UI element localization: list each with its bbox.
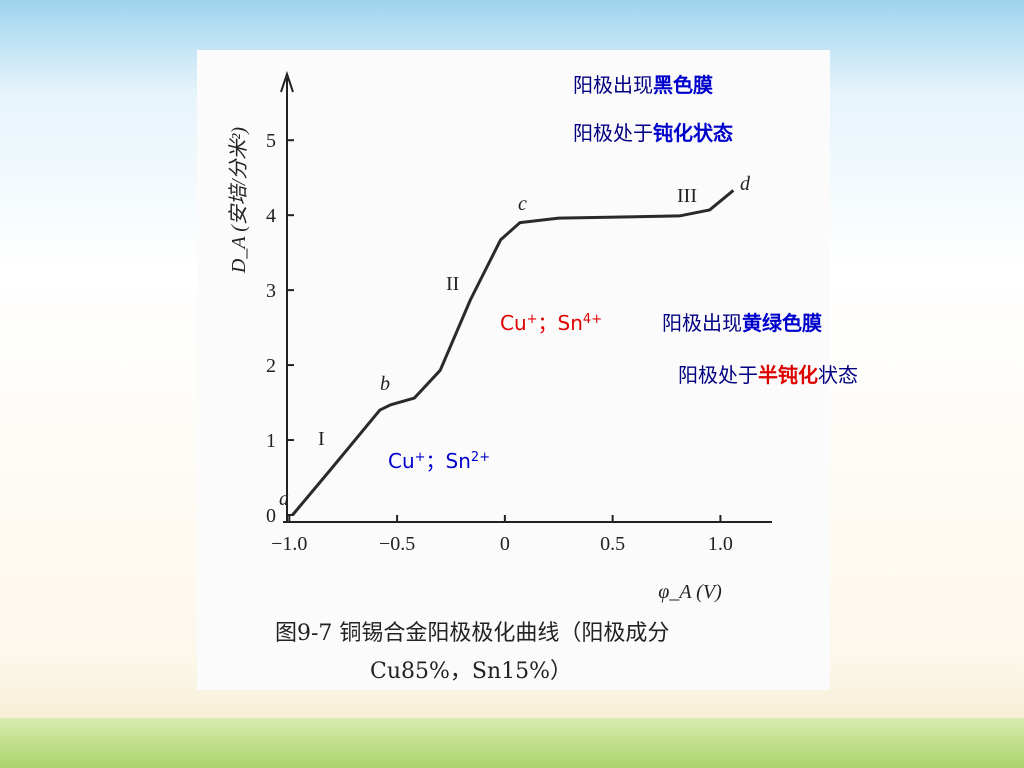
curve-label: c	[518, 193, 527, 215]
annotation: 阳极出现黑色膜	[573, 73, 713, 97]
y-arrow	[280, 70, 294, 93]
annotation-part: 2+	[471, 450, 490, 465]
annotation-part: Cu	[500, 311, 527, 335]
y-tick-label: 1	[266, 430, 276, 452]
y-tick-label: 0	[266, 505, 276, 527]
annotation-part: +	[527, 312, 538, 327]
annotation-part: +	[415, 450, 426, 465]
y-axis-label: D_A (安培/分米²)	[228, 127, 250, 275]
x-tick-label: −0.5	[379, 533, 415, 555]
region-label: II	[446, 273, 459, 295]
curve-label: d	[740, 173, 751, 195]
annotation-part: 钝化状态	[653, 121, 733, 145]
annotation-part: ；Sn	[538, 311, 583, 335]
annotation-part: 阳极处于	[573, 121, 653, 145]
x-axis-label: φ_A (V)	[658, 581, 722, 603]
grass	[0, 718, 1024, 768]
curve-label: a	[279, 488, 289, 510]
x-tick-label: 0	[500, 533, 510, 555]
x-tick-label: 1.0	[708, 533, 733, 555]
region-label: I	[318, 428, 325, 450]
annotation-part: 状态	[818, 363, 858, 387]
annotation: Cu+；Sn4+	[500, 311, 602, 335]
curve	[291, 189, 735, 516]
y-tick-label: 3	[266, 280, 276, 302]
y-tick-label: 5	[266, 130, 276, 152]
annotation: 阳极处于半钝化状态	[678, 363, 858, 387]
caption: 图9-7 铜锡合金阳极极化曲线（阳极成分	[275, 621, 669, 646]
annotation: Cu+；Sn2+	[388, 449, 490, 473]
x-tick-label: 0.5	[600, 533, 625, 555]
caption: Cu85%，Sn15%）	[370, 659, 572, 684]
scan-area	[197, 50, 830, 690]
annotation-part: 阳极出现	[573, 73, 653, 97]
annotation-part: Cu	[388, 449, 415, 473]
annotation-part: ；Sn	[426, 449, 471, 473]
annotation-part: 半钝化	[758, 363, 818, 387]
annotation-part: 阳极出现	[662, 311, 742, 335]
annotation-part: 黄绿色膜	[742, 311, 822, 335]
annotation-part: 4+	[583, 312, 602, 327]
annotation: 阳极处于钝化状态	[573, 121, 733, 145]
x-tick-label: −1.0	[271, 533, 307, 555]
region-label: III	[677, 185, 697, 207]
curve-label: b	[380, 373, 390, 395]
annotation-part: 黑色膜	[653, 73, 713, 97]
y-tick-label: 4	[266, 205, 276, 227]
y-tick-label: 2	[266, 355, 276, 377]
annotation: 阳极出现黄绿色膜	[662, 311, 822, 335]
annotation-part: 阳极处于	[678, 363, 758, 387]
